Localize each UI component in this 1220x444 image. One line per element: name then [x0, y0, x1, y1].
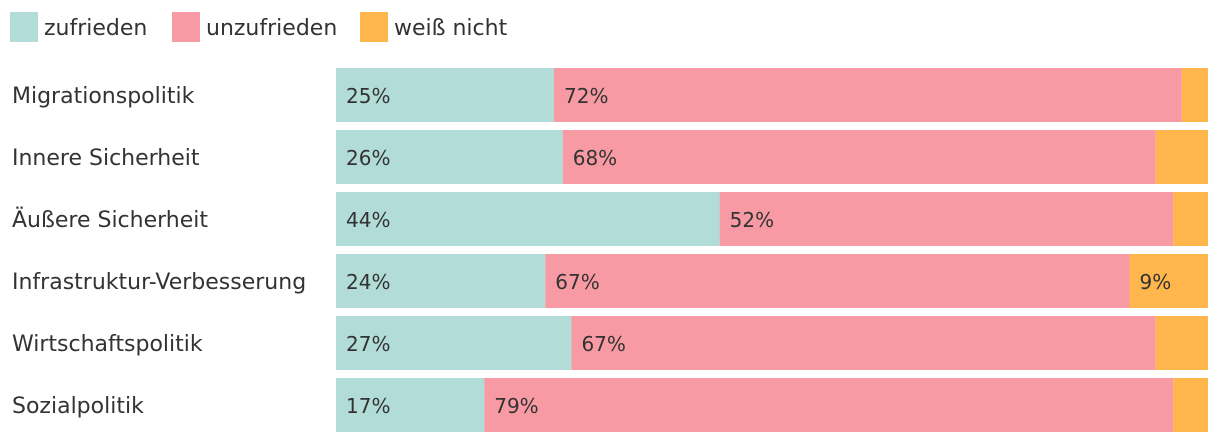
bar-innere-sicherheit-unzufrieden	[562, 130, 1156, 184]
bar-migrationspolitik-unzufrieden	[554, 68, 1182, 122]
category-label-wirtschaftspolitik: Wirtschaftspolitik	[12, 332, 203, 357]
bar-infrastruktur-verbesserung-zufrieden	[336, 254, 546, 308]
bar-wirtschaftspolitik-weiss-nicht	[1155, 316, 1208, 370]
bar-migrationspolitik-zufrieden	[336, 68, 554, 122]
bar-sozialpolitik-zufrieden	[336, 378, 485, 432]
value-label-wirtschaftspolitik-zufrieden: 27%	[346, 332, 390, 356]
bar-wirtschaftspolitik-unzufrieden	[571, 316, 1156, 370]
value-label-innere-sicherheit-unzufrieden: 68%	[573, 146, 617, 170]
legend-swatch-zufrieden	[10, 12, 38, 42]
value-label-migrationspolitik-zufrieden: 25%	[346, 84, 390, 108]
category-label-aeussere-sicherheit: Äußere Sicherheit	[12, 207, 208, 233]
category-label-sozialpolitik: Sozialpolitik	[12, 394, 144, 419]
bar-aeussere-sicherheit-weiss-nicht	[1173, 192, 1208, 246]
legend: zufrieden unzufrieden weiß nicht	[10, 12, 508, 42]
category-labels: Migrationspolitik Innere Sicherheit Äußere…	[12, 84, 306, 419]
bar-innere-sicherheit-zufrieden	[336, 130, 563, 184]
value-label-infrastruktur-verbesserung-weiss-nicht: 9%	[1140, 270, 1172, 294]
bar-infrastruktur-verbesserung-unzufrieden	[545, 254, 1130, 308]
value-label-infrastruktur-verbesserung-zufrieden: 24%	[346, 270, 390, 294]
category-label-innere-sicherheit: Innere Sicherheit	[12, 146, 200, 171]
value-label-innere-sicherheit-zufrieden: 26%	[346, 146, 390, 170]
bar-sozialpolitik-weiss-nicht	[1173, 378, 1208, 432]
value-label-infrastruktur-verbesserung-unzufrieden: 67%	[555, 270, 599, 294]
legend-label-weiss-nicht: weiß nicht	[394, 16, 508, 41]
bars: 25% 72% 26% 68% 44% 52% 24% 67% 9% 27% 67% 17% 79%	[336, 68, 1208, 432]
bar-infrastruktur-verbesserung-weiss-nicht	[1129, 254, 1208, 308]
bar-aeussere-sicherheit-unzufrieden	[719, 192, 1174, 246]
value-label-sozialpolitik-zufrieden: 17%	[346, 394, 390, 418]
bar-migrationspolitik-weiss-nicht	[1181, 68, 1208, 122]
legend-swatch-weiss-nicht	[360, 12, 388, 42]
value-label-aeussere-sicherheit-unzufrieden: 52%	[730, 208, 774, 232]
bar-aeussere-sicherheit-zufrieden	[336, 192, 720, 246]
bar-innere-sicherheit-weiss-nicht	[1155, 130, 1208, 184]
legend-label-unzufrieden: unzufrieden	[206, 16, 337, 41]
value-label-aeussere-sicherheit-zufrieden: 44%	[346, 208, 390, 232]
value-label-wirtschaftspolitik-unzufrieden: 67%	[581, 332, 625, 356]
bar-wirtschaftspolitik-zufrieden	[336, 316, 572, 370]
legend-label-zufrieden: zufrieden	[44, 16, 147, 41]
category-label-infrastruktur-verbesserung: Infrastruktur-Verbesserung	[12, 270, 306, 295]
value-label-migrationspolitik-unzufrieden: 72%	[564, 84, 608, 108]
value-label-sozialpolitik-unzufrieden: 79%	[494, 394, 538, 418]
bar-sozialpolitik-unzufrieden	[484, 378, 1174, 432]
legend-swatch-unzufrieden	[172, 12, 200, 42]
category-label-migrationspolitik: Migrationspolitik	[12, 84, 195, 109]
